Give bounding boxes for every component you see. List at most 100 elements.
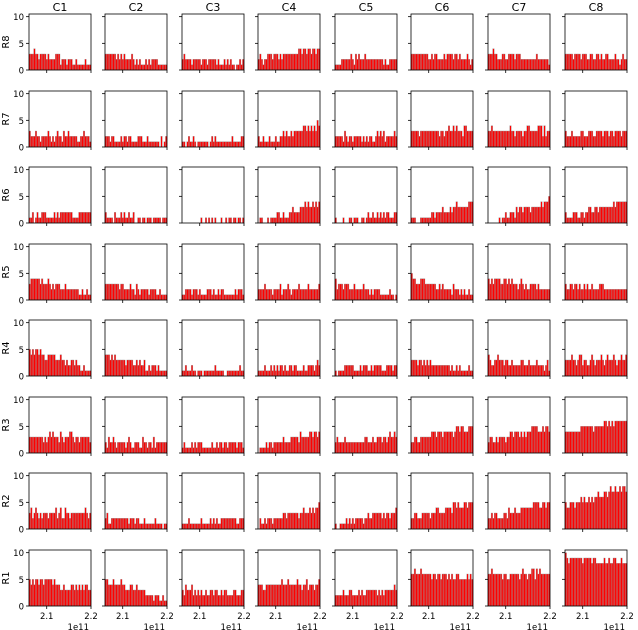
histogram-bar	[260, 447, 263, 454]
histogram-bar	[611, 563, 614, 607]
histogram-bar	[111, 283, 113, 301]
histogram-bar	[378, 136, 381, 148]
histogram-bar	[567, 431, 570, 454]
histogram-bar	[134, 589, 137, 607]
histogram-bar	[434, 53, 436, 71]
histogram-bar	[231, 64, 234, 71]
histogram-bar	[612, 354, 615, 377]
histogram-bar	[226, 59, 229, 71]
histogram-bar	[598, 130, 601, 148]
histogram-bar	[316, 359, 319, 377]
histogram-bar	[504, 212, 507, 224]
histogram-bar	[262, 289, 265, 301]
histogram-bar	[145, 370, 148, 377]
histogram-bar	[583, 53, 586, 71]
histogram-bar	[126, 442, 129, 454]
histogram-bar	[615, 59, 618, 71]
histogram-bar	[237, 442, 240, 454]
histogram-bar	[276, 141, 279, 148]
histogram-bar	[421, 217, 424, 224]
histogram-bar	[50, 512, 53, 530]
histogram-bar	[212, 447, 215, 454]
histogram-bar	[111, 442, 113, 454]
histogram-bar	[162, 64, 165, 71]
histogram-bar	[296, 370, 299, 377]
histogram-bar	[83, 64, 85, 71]
histogram-bar	[67, 589, 70, 607]
histogram-bar	[507, 53, 510, 71]
histogram-bar	[106, 354, 109, 377]
histogram-bar	[55, 53, 58, 71]
histogram-bar	[315, 53, 318, 71]
histogram-bar	[195, 59, 198, 71]
histogram-bar	[572, 289, 575, 301]
histogram-bar	[236, 294, 238, 301]
histogram-bar	[240, 289, 243, 301]
histogram-bar	[379, 59, 382, 71]
histogram-bar	[288, 53, 291, 71]
histogram-bar	[81, 289, 84, 301]
histogram-bar	[429, 573, 432, 607]
histogram-bar	[466, 53, 469, 71]
histogram-bar	[131, 518, 134, 530]
histogram-bar	[542, 206, 544, 224]
histogram-bar	[441, 206, 444, 224]
histogram-bar	[458, 431, 461, 454]
histogram-bar	[415, 283, 418, 301]
histogram-bar	[295, 130, 297, 148]
histogram-bar	[367, 59, 370, 71]
histogram-bar	[225, 217, 228, 224]
y-tick-label: 0	[19, 297, 24, 307]
histogram-bar	[126, 141, 129, 148]
x-tick-label: 2.2	[237, 612, 251, 622]
histogram-bar	[273, 518, 276, 530]
panel-frame	[564, 319, 628, 377]
histogram-bar	[512, 53, 515, 71]
histogram-bar	[538, 125, 541, 148]
panel-frame	[334, 472, 398, 530]
histogram-bar	[384, 141, 387, 148]
histogram-bar	[295, 365, 297, 377]
histogram-bar	[454, 289, 457, 301]
histogram-bar	[162, 442, 165, 454]
histogram-bar	[124, 589, 127, 607]
histogram-bar	[591, 53, 594, 71]
panel-frame	[487, 243, 551, 301]
histogram-bar	[79, 136, 82, 148]
histogram-bar	[262, 136, 265, 148]
histogram-bar	[354, 595, 357, 607]
histogram-bar	[149, 64, 152, 71]
panel	[26, 549, 92, 609]
column-title: C2	[129, 1, 144, 14]
histogram-bar	[79, 512, 82, 530]
histogram-bar	[220, 141, 223, 148]
histogram-bar	[225, 442, 228, 454]
histogram-bar	[277, 370, 280, 377]
histogram-bar	[455, 201, 458, 224]
histogram-bar	[454, 206, 457, 224]
histogram-bar	[301, 370, 304, 377]
histogram-bar	[342, 141, 345, 148]
histogram-bar	[66, 64, 68, 71]
panel-frame	[334, 319, 398, 377]
histogram-bar	[201, 447, 204, 454]
histogram-bar	[368, 442, 371, 454]
histogram-bar	[315, 130, 318, 148]
histogram-bar	[287, 136, 290, 148]
histogram-bar	[316, 507, 319, 530]
histogram-bar	[528, 431, 531, 454]
histogram-bar	[586, 136, 589, 148]
histogram-bar	[490, 512, 493, 530]
histogram-bar	[239, 442, 242, 454]
histogram-bar	[337, 64, 340, 71]
histogram-bar	[281, 294, 283, 301]
histogram-bar	[107, 584, 110, 607]
histogram-bar	[589, 426, 592, 454]
histogram-bar	[440, 365, 443, 377]
row-label: R7	[1, 112, 12, 125]
histogram-bar	[236, 141, 238, 148]
histogram-bar	[494, 573, 496, 607]
histogram-bar	[277, 59, 280, 71]
histogram-bar	[52, 59, 54, 71]
histogram-bar	[415, 512, 418, 530]
